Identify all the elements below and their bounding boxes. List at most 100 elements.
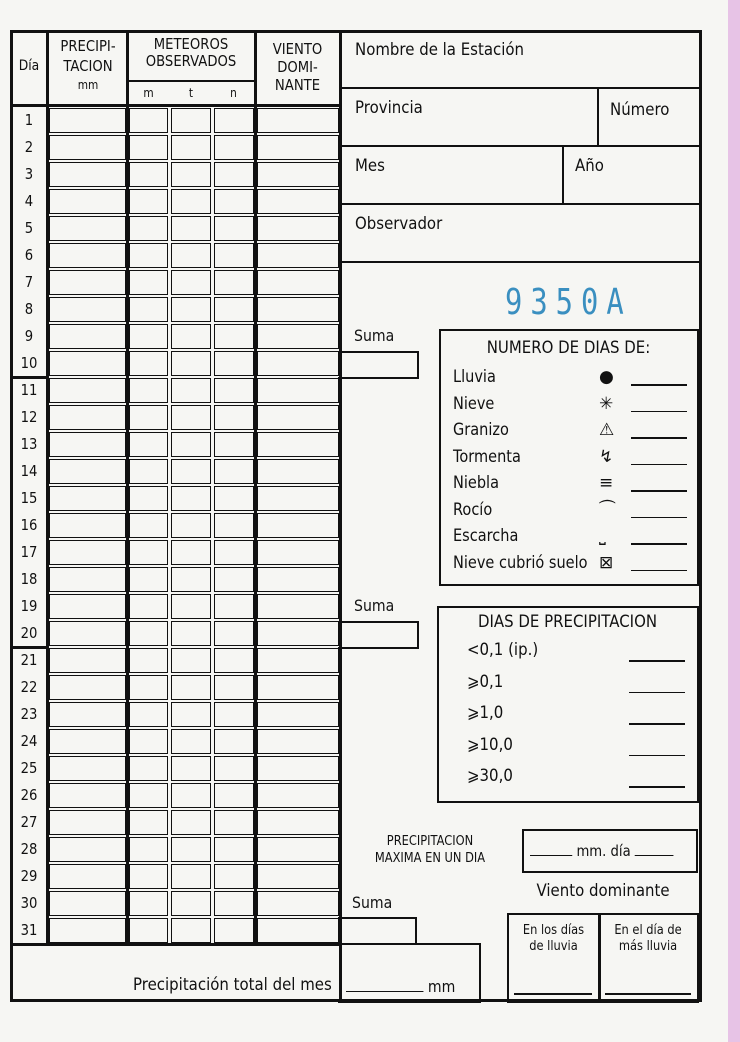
day-cell[interactable]: [129, 351, 168, 376]
day-cell[interactable]: [171, 270, 211, 295]
day-cell[interactable]: [129, 594, 168, 619]
day-cell[interactable]: [257, 162, 339, 187]
day-cell[interactable]: [49, 783, 126, 808]
suma-box-2[interactable]: [338, 621, 419, 649]
day-cell[interactable]: [214, 891, 254, 916]
day-cell[interactable]: [257, 783, 339, 808]
day-cell[interactable]: [257, 621, 339, 646]
day-cell[interactable]: [214, 243, 254, 268]
day-cell[interactable]: [257, 459, 339, 484]
day-cell[interactable]: [214, 324, 254, 349]
day-cell[interactable]: [257, 351, 339, 376]
precip-count-blank[interactable]: [629, 660, 685, 662]
observer-field[interactable]: Observador: [355, 214, 443, 234]
day-cell[interactable]: [49, 729, 126, 754]
day-cell[interactable]: [214, 567, 254, 592]
day-cell[interactable]: [129, 378, 168, 403]
day-cell[interactable]: [129, 918, 168, 943]
day-cell[interactable]: [129, 162, 168, 187]
day-cell[interactable]: [171, 837, 211, 862]
day-cell[interactable]: [171, 891, 211, 916]
number-field[interactable]: Número: [610, 100, 670, 120]
day-cell[interactable]: [214, 675, 254, 700]
day-cell[interactable]: [49, 270, 126, 295]
precip-count-blank[interactable]: [629, 723, 685, 725]
day-cell[interactable]: [129, 432, 168, 457]
weather-count-blank[interactable]: [631, 410, 687, 412]
day-cell[interactable]: [171, 162, 211, 187]
day-cell[interactable]: [129, 783, 168, 808]
day-cell[interactable]: [171, 351, 211, 376]
day-cell[interactable]: [171, 324, 211, 349]
day-cell[interactable]: [171, 567, 211, 592]
day-cell[interactable]: [129, 243, 168, 268]
day-cell[interactable]: [257, 189, 339, 214]
weather-count-blank[interactable]: [631, 437, 687, 439]
year-field[interactable]: Año: [575, 156, 604, 176]
weather-count-blank[interactable]: [631, 463, 687, 465]
precip-count-blank[interactable]: [629, 691, 685, 693]
day-cell[interactable]: [49, 756, 126, 781]
day-cell[interactable]: [214, 135, 254, 160]
day-cell[interactable]: [49, 540, 126, 565]
precip-count-blank[interactable]: [629, 786, 685, 788]
day-cell[interactable]: [214, 540, 254, 565]
day-cell[interactable]: [49, 594, 126, 619]
day-cell[interactable]: [49, 432, 126, 457]
day-cell[interactable]: [171, 702, 211, 727]
day-cell[interactable]: [214, 351, 254, 376]
day-cell[interactable]: [129, 702, 168, 727]
day-cell[interactable]: [214, 621, 254, 646]
day-cell[interactable]: [49, 216, 126, 241]
day-cell[interactable]: [49, 108, 126, 133]
day-cell[interactable]: [171, 459, 211, 484]
day-cell[interactable]: [171, 378, 211, 403]
day-cell[interactable]: [257, 702, 339, 727]
day-cell[interactable]: [129, 405, 168, 430]
day-cell[interactable]: [49, 486, 126, 511]
day-cell[interactable]: [49, 324, 126, 349]
day-cell[interactable]: [49, 405, 126, 430]
day-cell[interactable]: [129, 756, 168, 781]
day-cell[interactable]: [257, 837, 339, 862]
day-cell[interactable]: [171, 594, 211, 619]
day-cell[interactable]: [257, 810, 339, 835]
day-cell[interactable]: [129, 324, 168, 349]
day-cell[interactable]: [257, 864, 339, 889]
day-cell[interactable]: [257, 513, 339, 538]
day-cell[interactable]: [49, 135, 126, 160]
day-cell[interactable]: [171, 675, 211, 700]
day-cell[interactable]: [214, 810, 254, 835]
station-name-field[interactable]: Nombre de la Estación: [355, 40, 525, 60]
day-cell[interactable]: [257, 324, 339, 349]
day-cell[interactable]: [257, 918, 339, 943]
day-cell[interactable]: [257, 432, 339, 457]
max-box[interactable]: mm. día: [522, 829, 698, 873]
day-cell[interactable]: [171, 540, 211, 565]
day-cell[interactable]: [214, 729, 254, 754]
day-cell[interactable]: [49, 864, 126, 889]
day-cell[interactable]: [171, 783, 211, 808]
day-cell[interactable]: [214, 378, 254, 403]
day-cell[interactable]: [49, 351, 126, 376]
day-cell[interactable]: [49, 162, 126, 187]
suma-box-3[interactable]: [338, 917, 417, 945]
day-cell[interactable]: [214, 594, 254, 619]
day-cell[interactable]: [214, 648, 254, 673]
month-field[interactable]: Mes: [355, 156, 385, 176]
day-cell[interactable]: [171, 864, 211, 889]
day-cell[interactable]: [171, 756, 211, 781]
day-cell[interactable]: [129, 729, 168, 754]
day-cell[interactable]: [129, 189, 168, 214]
day-cell[interactable]: [171, 189, 211, 214]
day-cell[interactable]: [49, 243, 126, 268]
viento-lluvia-box[interactable]: En los días de lluvia: [507, 913, 601, 1003]
day-cell[interactable]: [257, 243, 339, 268]
day-cell[interactable]: [257, 405, 339, 430]
day-cell[interactable]: [49, 297, 126, 322]
day-cell[interactable]: [214, 783, 254, 808]
day-cell[interactable]: [49, 567, 126, 592]
day-cell[interactable]: [171, 243, 211, 268]
day-cell[interactable]: [257, 216, 339, 241]
day-cell[interactable]: [129, 459, 168, 484]
